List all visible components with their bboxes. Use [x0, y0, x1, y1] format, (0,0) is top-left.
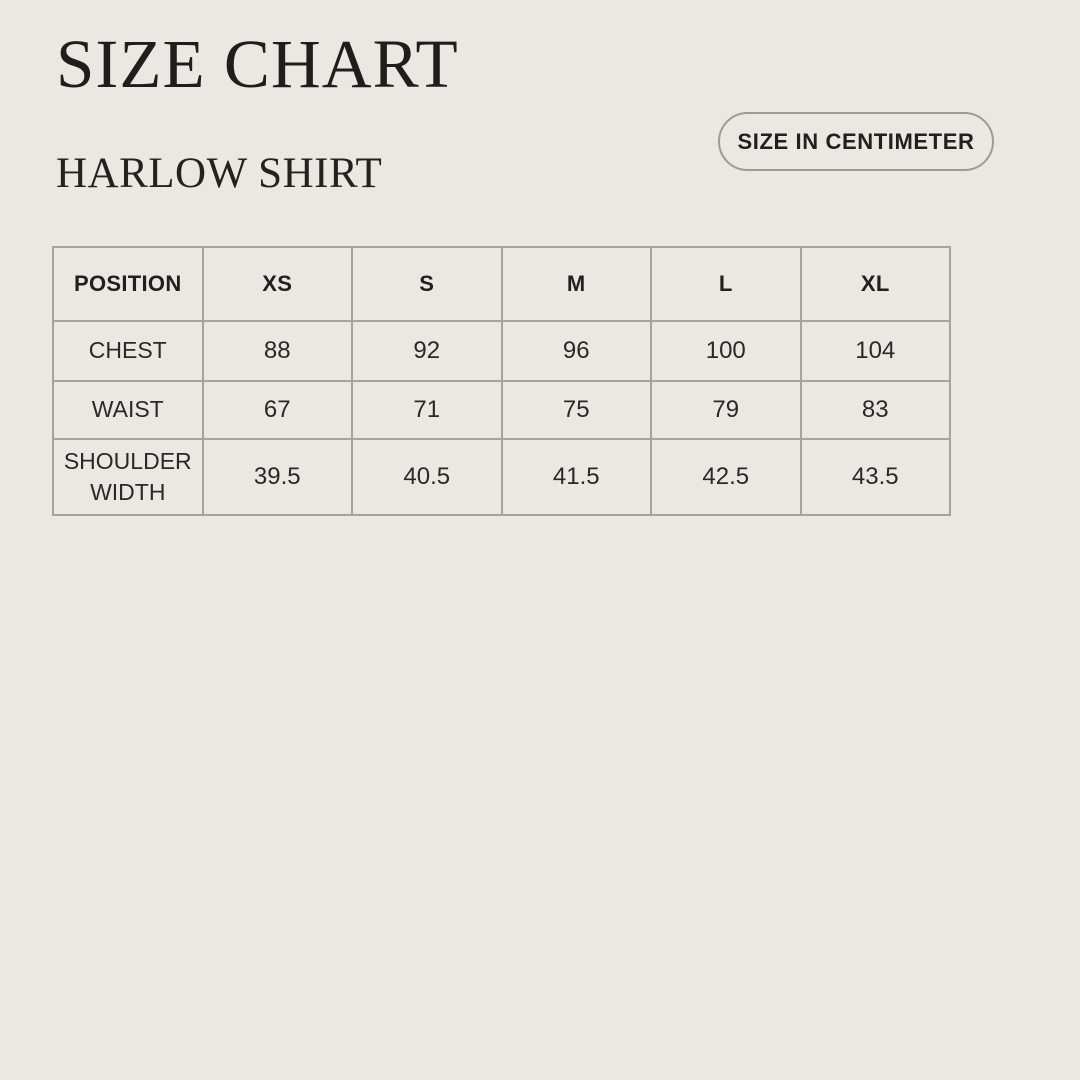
col-header-m: M	[500, 246, 652, 322]
col-header-s: S	[351, 246, 503, 322]
unit-badge-label: SIZE IN CENTIMETER	[737, 128, 975, 154]
size-value: 41.5	[500, 438, 652, 516]
size-value: 83	[799, 380, 951, 440]
size-value: 39.5	[201, 438, 353, 516]
size-value: 67	[201, 380, 353, 440]
table-header-row: POSITION XS S M L XL	[52, 246, 951, 322]
size-value: 40.5	[351, 438, 503, 516]
size-value: 92	[351, 320, 503, 382]
col-header-xs: XS	[201, 246, 353, 322]
row-label-chest: CHEST	[52, 320, 204, 382]
size-value: 42.5	[650, 438, 802, 516]
size-value: 71	[351, 380, 503, 440]
col-header-l: L	[650, 246, 802, 322]
size-value: 88	[201, 320, 353, 382]
col-header-position: POSITION	[52, 246, 204, 322]
size-value: 43.5	[799, 438, 951, 516]
col-header-xl: XL	[799, 246, 951, 322]
unit-badge[interactable]: SIZE IN CENTIMETER	[718, 112, 994, 171]
table-row-chest: CHEST 88 92 96 100 104	[52, 320, 951, 382]
size-value: 96	[500, 320, 652, 382]
product-name: HARLOW SHIRT	[56, 150, 383, 197]
size-value: 75	[500, 380, 652, 440]
size-value: 104	[799, 320, 951, 382]
row-label-shoulder-width: SHOULDER WIDTH	[52, 438, 204, 516]
table-row-shoulder-width: SHOULDER WIDTH 39.5 40.5 41.5 42.5 43.5	[52, 438, 951, 516]
row-label-waist: WAIST	[52, 380, 204, 440]
size-value: 100	[650, 320, 802, 382]
size-value: 79	[650, 380, 802, 440]
page-title: SIZE CHART	[56, 26, 459, 102]
table-row-waist: WAIST 67 71 75 79 83	[52, 380, 951, 440]
size-table: POSITION XS S M L XL CHEST 88 92 96 100 …	[52, 246, 951, 516]
